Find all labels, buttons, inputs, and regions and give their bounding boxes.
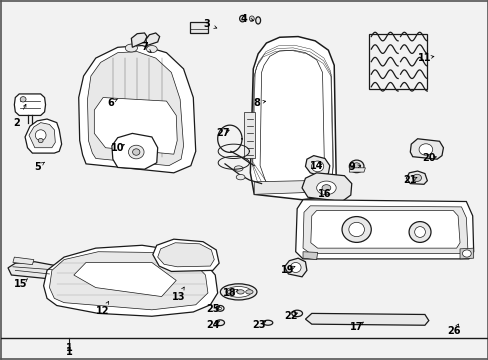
Polygon shape <box>406 171 427 184</box>
Ellipse shape <box>316 181 335 195</box>
Polygon shape <box>49 252 207 310</box>
Polygon shape <box>254 180 335 194</box>
Ellipse shape <box>408 222 430 242</box>
Ellipse shape <box>234 166 243 171</box>
Polygon shape <box>43 245 217 316</box>
Text: 17: 17 <box>349 322 363 332</box>
Polygon shape <box>302 173 351 202</box>
Ellipse shape <box>216 306 224 311</box>
Text: 27: 27 <box>215 129 229 138</box>
Polygon shape <box>153 239 219 271</box>
Text: 11: 11 <box>417 53 431 63</box>
Polygon shape <box>303 252 317 260</box>
Bar <box>368 34 427 89</box>
Text: 4: 4 <box>241 14 247 24</box>
Polygon shape <box>305 156 329 176</box>
Text: 9: 9 <box>347 162 354 172</box>
Ellipse shape <box>239 15 245 22</box>
Ellipse shape <box>132 149 140 155</box>
Polygon shape <box>14 94 45 116</box>
Polygon shape <box>87 51 183 166</box>
Polygon shape <box>146 33 159 45</box>
Text: 24: 24 <box>205 320 219 330</box>
Polygon shape <box>74 262 176 297</box>
Ellipse shape <box>290 262 301 273</box>
Polygon shape <box>25 119 61 153</box>
Text: 22: 22 <box>284 311 297 321</box>
Ellipse shape <box>291 310 302 317</box>
Ellipse shape <box>352 163 360 170</box>
Text: 19: 19 <box>280 265 294 275</box>
Ellipse shape <box>322 185 330 191</box>
Text: 12: 12 <box>96 306 110 316</box>
Polygon shape <box>131 33 147 47</box>
Text: 21: 21 <box>403 175 416 185</box>
Polygon shape <box>459 248 473 259</box>
Text: 5: 5 <box>34 162 41 172</box>
Ellipse shape <box>245 290 252 294</box>
Polygon shape <box>260 50 324 188</box>
Polygon shape <box>158 243 214 267</box>
Ellipse shape <box>146 45 157 53</box>
Ellipse shape <box>128 145 144 159</box>
Text: 18: 18 <box>223 288 236 298</box>
Text: 25: 25 <box>205 304 219 314</box>
Text: 2: 2 <box>13 118 20 128</box>
Polygon shape <box>112 134 158 169</box>
Polygon shape <box>284 258 306 277</box>
Text: 26: 26 <box>447 325 460 336</box>
Ellipse shape <box>249 16 254 21</box>
Polygon shape <box>79 45 195 173</box>
Ellipse shape <box>462 250 470 257</box>
Text: 10: 10 <box>111 143 124 153</box>
Bar <box>244 112 255 158</box>
Text: 16: 16 <box>318 189 331 199</box>
Ellipse shape <box>38 138 43 143</box>
Text: 6: 6 <box>107 98 114 108</box>
Ellipse shape <box>341 217 370 242</box>
Ellipse shape <box>218 307 221 310</box>
Polygon shape <box>8 262 59 279</box>
Polygon shape <box>250 37 335 200</box>
Ellipse shape <box>255 17 260 24</box>
Text: 14: 14 <box>309 161 323 171</box>
Text: 20: 20 <box>421 153 435 163</box>
Ellipse shape <box>414 226 425 237</box>
Ellipse shape <box>348 222 364 237</box>
Ellipse shape <box>418 144 432 155</box>
Text: 8: 8 <box>253 98 260 108</box>
Ellipse shape <box>412 174 421 181</box>
Text: 1: 1 <box>65 347 72 357</box>
Polygon shape <box>348 168 365 172</box>
Polygon shape <box>310 211 459 248</box>
Ellipse shape <box>225 287 251 297</box>
Ellipse shape <box>348 160 363 173</box>
Text: 1: 1 <box>65 343 72 353</box>
Polygon shape <box>295 200 473 259</box>
Text: 7: 7 <box>141 42 147 52</box>
Ellipse shape <box>263 320 272 325</box>
Text: 13: 13 <box>172 292 185 302</box>
Polygon shape <box>29 123 55 148</box>
Text: 3: 3 <box>203 19 209 29</box>
Polygon shape <box>94 98 177 154</box>
Polygon shape <box>13 257 34 265</box>
Text: 15: 15 <box>14 279 28 289</box>
Ellipse shape <box>220 284 256 300</box>
Ellipse shape <box>125 44 137 52</box>
Ellipse shape <box>227 290 234 294</box>
Ellipse shape <box>236 175 244 180</box>
Polygon shape <box>305 314 428 325</box>
Polygon shape <box>409 139 443 159</box>
Ellipse shape <box>20 96 26 102</box>
Ellipse shape <box>35 130 46 140</box>
Bar <box>189 22 208 33</box>
Text: 23: 23 <box>252 320 265 330</box>
Ellipse shape <box>311 161 323 172</box>
Polygon shape <box>303 206 467 253</box>
Ellipse shape <box>237 290 244 294</box>
Ellipse shape <box>215 320 224 325</box>
